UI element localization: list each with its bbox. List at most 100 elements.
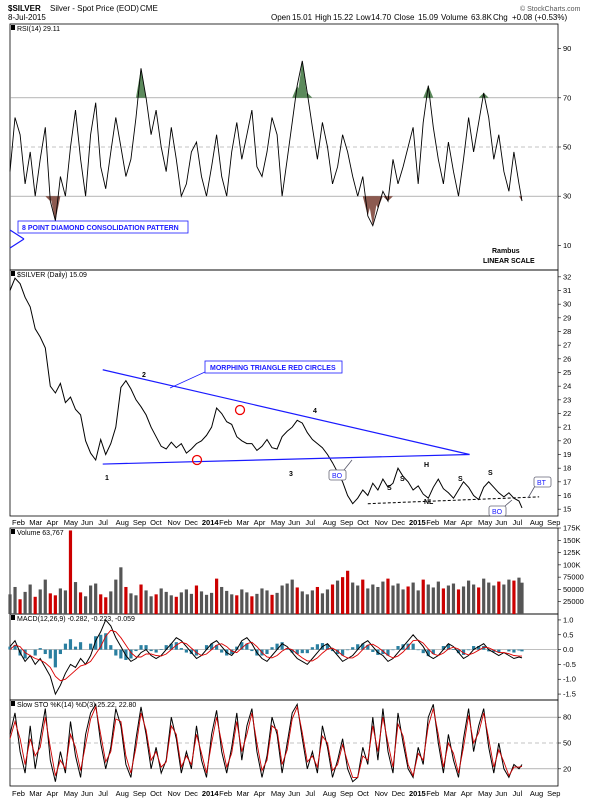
- x-axis-label: Jul: [305, 518, 315, 527]
- bt-box: [533, 476, 552, 488]
- sto-tick-label: 20: [563, 764, 571, 773]
- close-value: 15.09: [418, 13, 439, 22]
- price-tick-label: 26: [563, 354, 571, 363]
- volume-bar: [507, 579, 511, 614]
- volume-bar: [310, 590, 314, 614]
- volume-bar: [502, 584, 506, 614]
- macd-hist-bar: [416, 649, 420, 651]
- x-axis-label-bottom: Jul: [305, 789, 315, 798]
- high-label: High: [315, 13, 331, 22]
- volume-bar: [295, 587, 299, 614]
- macd-hist-bar: [104, 633, 108, 650]
- sto-panel: 20 50 80 Slow STO %K(14) %D(3) 25.22, 22.8…: [9, 701, 571, 783]
- x-axis-label-bottom: Dec: [392, 789, 406, 798]
- macd-hist-bar: [305, 649, 309, 654]
- bo1-label: BO: [332, 473, 343, 480]
- rsi-tick-label: 70: [563, 93, 571, 102]
- volume-bar: [275, 592, 279, 614]
- price-tick-label: 28: [563, 327, 571, 336]
- macd-hist-bar: [215, 645, 219, 650]
- volume-bar: [109, 591, 113, 614]
- macd-hist-bar: [63, 643, 68, 650]
- price-tick-label: 32: [563, 272, 571, 281]
- triangle-label: MORPHING TRIANGLE RED CIRCLES: [210, 365, 336, 372]
- head-label: H: [424, 462, 429, 469]
- rsi-tick-label: 90: [563, 44, 571, 53]
- volume-axis: 25000 50000 75000 100K 125K 150K 175K: [558, 524, 584, 606]
- volume-bar: [240, 589, 244, 614]
- x-axis-label-bottom: Jul: [513, 789, 523, 798]
- chart-date: 8-Jul-2015: [8, 13, 46, 22]
- volume-title: Volume 63,767: [17, 530, 64, 537]
- macd-hist-bar: [472, 646, 476, 650]
- volume-legend-swatch: [11, 529, 15, 534]
- macd-hist-bar: [340, 649, 345, 656]
- volume-bar: [396, 583, 400, 614]
- sto-tick-label: 80: [563, 713, 571, 722]
- volume-bar: [441, 588, 445, 614]
- volume-bar: [300, 591, 304, 614]
- rsi-panel: 10 30 50 70 90 RSI(14) 29.11 Rambus LINEAR S…: [9, 25, 571, 265]
- macd-tick-label: 0.0: [563, 645, 573, 654]
- macd-hist-bar: [441, 646, 445, 650]
- x-axis-label: Apr: [47, 518, 59, 527]
- x-axis-label: 2014: [202, 518, 220, 527]
- macd-hist-bar: [265, 649, 269, 655]
- x-axis-label-bottom: Nov: [167, 789, 181, 798]
- volume-bar: [366, 588, 370, 614]
- volume-bar: [456, 589, 461, 614]
- sto-d-line: [9, 705, 523, 778]
- volume-bar: [356, 585, 360, 614]
- x-axis-label: Nov: [167, 518, 181, 527]
- volume-tick-label: 175K: [563, 524, 581, 533]
- point-1-label: 1: [105, 475, 109, 482]
- x-axis-label-bottom: Feb: [426, 789, 439, 798]
- volume-bar: [497, 581, 501, 614]
- volume-tick-label: 100K: [563, 560, 581, 569]
- price-title: $SILVER (Daily) 15.09: [17, 272, 87, 279]
- macd-hist-bar: [492, 649, 496, 652]
- macd-hist-bar: [99, 634, 103, 650]
- price-panel-frame: [9, 269, 559, 517]
- volume-bar: [235, 595, 239, 614]
- volume-bar: [149, 596, 153, 614]
- shoulder-label-3: S: [458, 476, 463, 483]
- diamond-edge-lines: [9, 229, 25, 249]
- macd-hist-bar: [184, 649, 188, 653]
- volume-bar: [461, 586, 466, 614]
- volume-panel: 25000 50000 75000 100K 125K 150K 175K Volume 6…: [8, 524, 584, 614]
- macd-hist-bar: [396, 646, 400, 650]
- macd-hist-bar: [280, 642, 284, 650]
- rsi-legend-swatch: [11, 25, 15, 30]
- macd-hist-bar: [431, 649, 435, 655]
- price-line: [9, 277, 523, 509]
- volume-bar: [406, 586, 410, 614]
- macd-hist-bar: [73, 646, 78, 650]
- x-axis-label: May: [64, 518, 78, 527]
- diamond-label-box: [17, 220, 189, 234]
- macd-hist-bar: [351, 647, 355, 650]
- price-tick-label: 22: [563, 409, 571, 418]
- macd-hist-bar: [512, 649, 516, 653]
- macd-hist-bar: [43, 649, 47, 655]
- volume-bar: [351, 582, 355, 614]
- macd-hist-bar: [497, 649, 501, 653]
- x-axis-label-bottom: 2014: [202, 789, 220, 798]
- price-tick-label: 24: [563, 382, 571, 391]
- macd-hist-bar: [295, 649, 299, 655]
- bt-label: BT: [537, 480, 547, 487]
- volume-bars: [8, 530, 524, 614]
- volume-bar: [204, 594, 209, 614]
- macd-hist-bar: [119, 649, 123, 659]
- volume-bar: [129, 593, 133, 614]
- x-axis-label: Jul: [98, 518, 108, 527]
- volume-bar: [245, 592, 249, 614]
- volume-bar: [270, 594, 274, 614]
- macd-hist-bar: [300, 649, 304, 654]
- x-axis-label: Mar: [29, 518, 42, 527]
- price-tick-label: 23: [563, 395, 571, 404]
- point-3-label: 3: [289, 471, 293, 478]
- price-tick-label: 19: [563, 450, 571, 459]
- macd-hist-bar: [33, 649, 37, 656]
- volume-bar: [431, 587, 435, 614]
